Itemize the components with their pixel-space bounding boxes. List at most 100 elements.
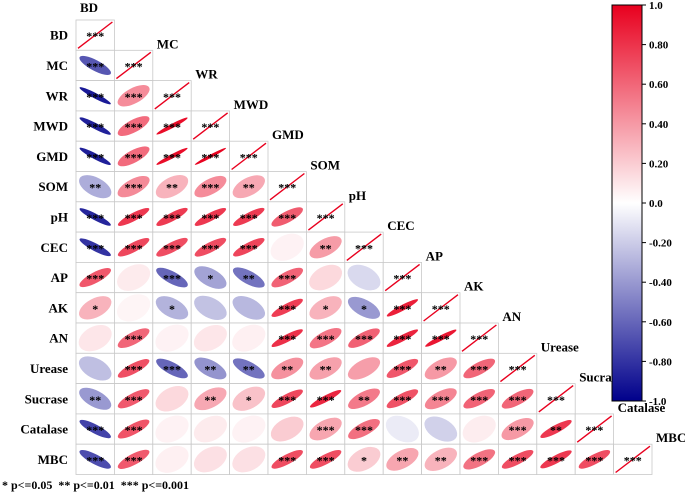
significance-mark: ***: [86, 453, 104, 467]
significance-mark: **: [243, 362, 255, 376]
correlation-ellipse: [193, 324, 227, 352]
cell-mwd-mwd: ***: [190, 110, 230, 142]
cell-ph-mc: ***: [114, 201, 154, 233]
cell-catalase-wr: [152, 413, 192, 445]
significance-mark: ***: [163, 150, 181, 164]
row-label-ph: pH: [51, 209, 68, 224]
cell-catalase-mwd: [190, 413, 230, 445]
row-label-ap: AP: [51, 270, 68, 285]
significance-mark: **: [243, 272, 255, 286]
significance-mark: *: [361, 453, 367, 467]
correlation-ellipse: [309, 389, 342, 408]
cell-ap-som: ***: [267, 261, 307, 294]
cell-sucrase-cec: **: [344, 383, 384, 415]
significance-mark: ***: [125, 423, 143, 437]
cell-mbc-ak: **: [421, 443, 461, 475]
significance-mark: **: [435, 362, 447, 376]
correlation-ellipse: [463, 449, 496, 470]
correlation-ellipse: [117, 419, 150, 439]
correlation-ellipse: [578, 450, 611, 469]
significance-mark: ***: [470, 453, 488, 467]
correlation-ellipse: [79, 450, 111, 469]
correlation-ellipse: [348, 388, 380, 410]
cell-urease-ph: **: [305, 352, 346, 384]
column-label-catalase: Catalase: [618, 400, 666, 415]
significance-mark: ***: [86, 120, 104, 134]
diagonal-line: [192, 112, 229, 140]
cell-catalase-ap: [382, 413, 423, 445]
column-label-an: AN: [502, 309, 521, 324]
correlation-ellipse: [117, 359, 150, 378]
cell-cec-ph: **: [305, 231, 346, 263]
column-label-wr: WR: [195, 67, 218, 82]
colorbar: 1.0 0.80 0.60 0.40 0.20 0.0 -0.20 -0.40 -0.60 -0.…: [611, 0, 672, 408]
correlation-ellipse: [232, 267, 265, 288]
cell-bd-bd: ***: [75, 19, 115, 51]
correlation-ellipse: [386, 329, 419, 347]
cell-ap-mwd: *: [190, 261, 230, 294]
significance-mark: ***: [585, 423, 603, 437]
cell-catalase-gmd: [229, 413, 269, 445]
correlation-ellipse: [78, 356, 112, 381]
correlation-ellipse: [347, 264, 381, 291]
cell-ak-wr: *: [152, 292, 192, 324]
diagonal-line: [615, 445, 651, 474]
cell-mwd-mc: ***: [114, 110, 154, 142]
cell-gmd-gmd: ***: [229, 140, 269, 172]
cell-an-mc: ***: [114, 322, 154, 354]
cell-ph-ph: ***: [305, 201, 346, 233]
correlation-ellipse: [309, 264, 343, 291]
significance-mark: **: [396, 453, 408, 467]
cell-catalase-sucrase: **: [536, 413, 576, 445]
cell-urease-wr: ***: [152, 352, 192, 384]
cell-gmd-mc: ***: [114, 140, 154, 172]
cell-an-cec: ***: [344, 322, 384, 354]
cell-ak-gmd: [229, 292, 269, 324]
significance-mark: *: [323, 302, 329, 316]
cell-urease-bd: [75, 352, 115, 384]
significance-mark: ***: [355, 423, 373, 437]
significance-mark: ***: [201, 150, 219, 164]
correlation-ellipse: [155, 296, 189, 320]
significance-mark: ***: [547, 393, 565, 407]
cell-som-wr: **: [152, 171, 192, 203]
correlation-ellipse: [155, 174, 189, 199]
cell-wr-mc: ***: [114, 80, 154, 112]
significance-mark: ***: [240, 150, 258, 164]
correlation-ellipse: [79, 117, 111, 135]
colorbar-tick-label: 0.40: [649, 119, 669, 131]
significance-mark: ***: [509, 423, 527, 437]
colorbar-tick-label: -1.0: [649, 396, 667, 408]
significance-mark: ***: [125, 181, 143, 195]
cell-mbc-ap: **: [382, 443, 423, 475]
correlation-ellipse: [156, 207, 188, 226]
correlation-ellipse: [117, 146, 150, 167]
cell-urease-ak: **: [421, 352, 461, 384]
cell-mbc-sucrase: ***: [536, 443, 576, 475]
cell-urease-som: **: [267, 352, 307, 384]
row-label-cec: CEC: [41, 240, 68, 255]
correlation-ellipse: [78, 296, 112, 320]
correlation-ellipse: [193, 446, 227, 473]
significance-mark: ***: [585, 453, 603, 467]
significance-mark: ***: [86, 272, 104, 286]
correlation-ellipse: [232, 324, 266, 352]
significance-mark: ***: [125, 362, 143, 376]
cell-cec-cec: ***: [344, 231, 384, 263]
cell-wr-wr: ***: [152, 80, 192, 112]
diagonal-line: [346, 233, 382, 261]
correlation-ellipse: [194, 357, 227, 380]
cell-ak-cec: *: [344, 292, 384, 324]
correlation-ellipse: [424, 447, 458, 472]
correlation-ellipse: [309, 357, 342, 380]
correlation-ellipse: [424, 388, 457, 410]
significance-mark: **: [89, 393, 101, 407]
row-label-sucrase: Sucrase: [25, 391, 69, 406]
significance-mark: ***: [125, 332, 143, 346]
cell-sucrase-som: ***: [267, 383, 307, 415]
significance-mark: ***: [125, 90, 143, 104]
column-label-urease: Urease: [541, 339, 579, 354]
diagonal-line: [307, 203, 344, 231]
diagonal-line: [384, 263, 421, 292]
cell-ap-wr: ***: [152, 261, 192, 294]
